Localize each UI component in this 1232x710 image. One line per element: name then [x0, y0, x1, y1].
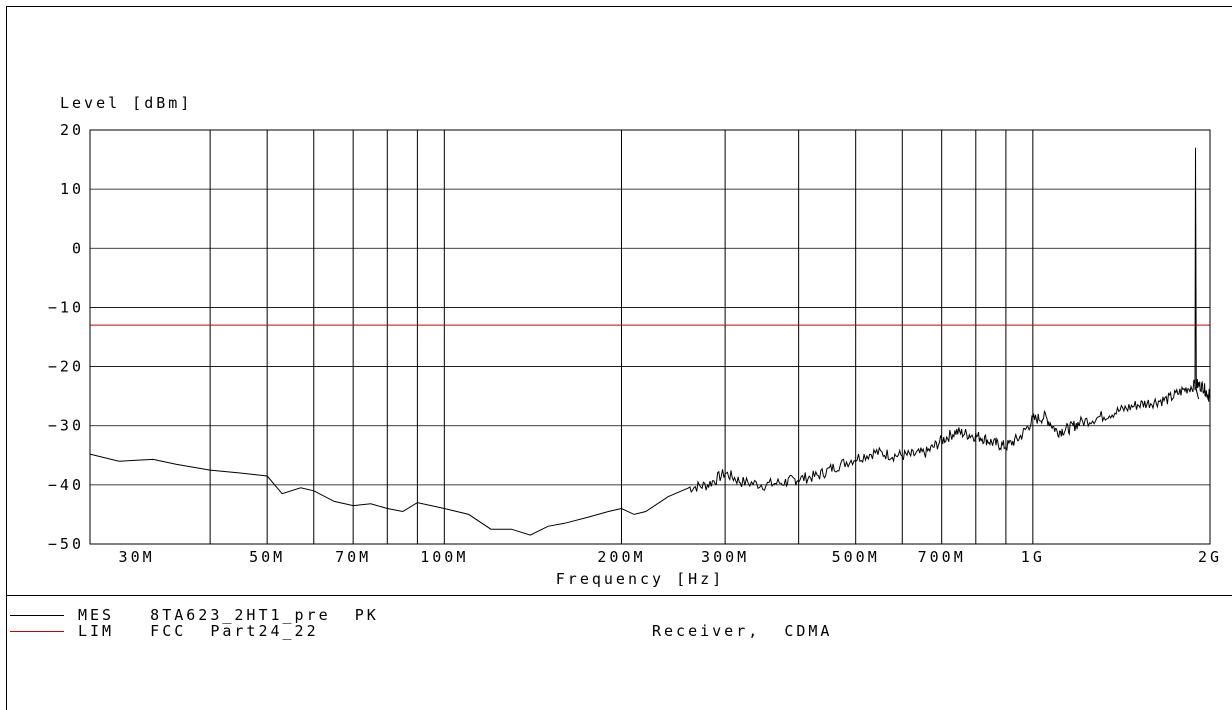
- legend-lim-label: LIM FCC Part24_22: [78, 622, 319, 640]
- x-tick-label: 50M: [249, 548, 285, 566]
- y-tick-label: 20: [60, 121, 84, 139]
- x-tick-label: 70M: [335, 548, 371, 566]
- legend-mes-label: MES 8TA623_2HT1_pre PK: [78, 606, 379, 624]
- x-tick-label: 200M: [597, 548, 645, 566]
- y-tick-label: −10: [48, 298, 84, 316]
- legend-lim-line: [10, 631, 64, 632]
- y-tick-label: −50: [48, 535, 84, 553]
- x-tick-label: 700M: [918, 548, 966, 566]
- x-tick-label: 1G: [1021, 548, 1045, 566]
- series-mes-line: [89, 147, 1211, 536]
- plot-border: [89, 129, 1211, 545]
- x-tick-label: 300M: [701, 548, 749, 566]
- y-tick-label: −30: [48, 417, 84, 435]
- x-tick-label: 30M: [119, 548, 155, 566]
- y-tick-label: −20: [48, 358, 84, 376]
- chart: Level [dBm] Frequency [Hz] 20 10 0 −10 −20 −3…: [48, 94, 1222, 588]
- x-axis-label: Frequency [Hz]: [556, 570, 724, 588]
- x-tick-label: 2G: [1198, 548, 1222, 566]
- y-tick-label: −40: [48, 476, 84, 494]
- y-tick-label: 0: [72, 239, 84, 257]
- y-axis-label: Level [dBm]: [60, 94, 192, 112]
- y-tick-label: 10: [60, 180, 84, 198]
- legend-note: Receiver, CDMA: [652, 622, 833, 640]
- legend-mes-line: [10, 615, 64, 616]
- x-tick-label: 500M: [832, 548, 880, 566]
- legend-divider: [6, 595, 1232, 596]
- chart-frame: [6, 6, 1232, 710]
- x-tick-label: 100M: [420, 548, 468, 566]
